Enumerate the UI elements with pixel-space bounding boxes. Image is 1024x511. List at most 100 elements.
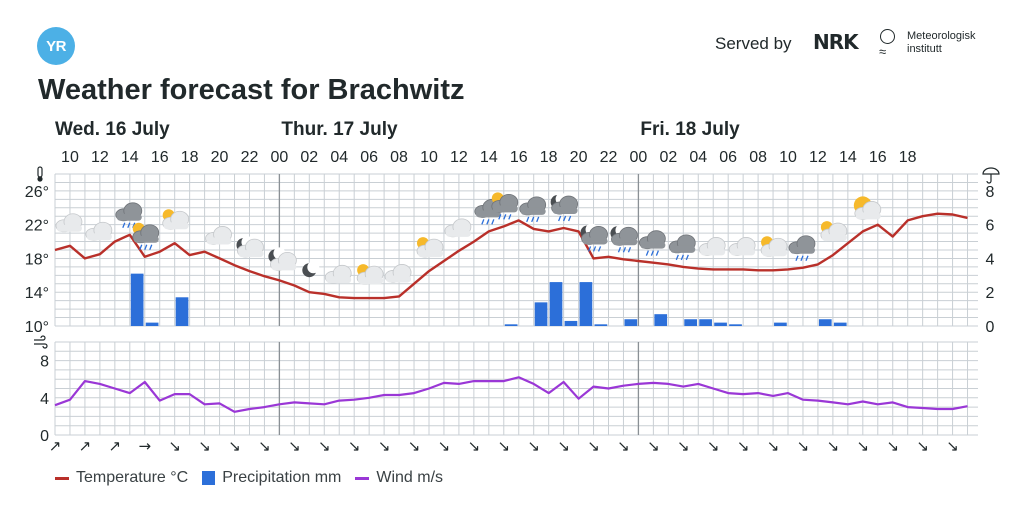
met-logo-text[interactable]: Meteorologisk institutt	[907, 30, 975, 56]
temperature-series	[54, 212, 968, 300]
wind-direction-arrow: ↘	[647, 437, 660, 455]
legend-precipitation[interactable]: Precipitation mm	[202, 469, 341, 487]
temperature-line	[54, 212, 968, 300]
moon-icon	[302, 261, 320, 278]
wind-direction-arrow: ↘	[707, 437, 720, 455]
wind-direction-arrow: ↘	[438, 437, 451, 455]
wind-direction-arrow: ↘	[587, 437, 600, 455]
hour-tick-label: 10	[420, 149, 438, 166]
cloud-base	[116, 213, 142, 221]
cloud-base	[789, 246, 815, 254]
wind-direction-arrow: ↘	[168, 437, 181, 455]
met-wave-icon: ≈	[879, 44, 887, 59]
wind-direction-arrow: ↘	[288, 437, 301, 455]
hour-tick-label: 22	[600, 149, 618, 166]
wind-icon	[34, 335, 48, 349]
hour-tick-label: 12	[450, 149, 468, 166]
precipitation-bar	[504, 324, 518, 326]
legend-temperature[interactable]: Temperature °C	[55, 469, 188, 487]
cloud-base	[640, 241, 666, 249]
wind-direction-arrow: ↘	[886, 437, 899, 455]
wind-direction-arrow: ↘	[946, 437, 959, 455]
rain-drop	[491, 219, 495, 225]
wind-direction-arrows: ↗ ↗ ↗ → ↘ ↘ ↘ ↘ ↘ ↘ ↘ ↘ ↘ ↘ ↘ ↘ ↘ ↘ ↘ ↘ ↘ ↘ ↘ ↘ ↘ ↘ ↘ ↘ ↘ ↘ ↘	[49, 437, 959, 455]
precipitation-tick-label: 8	[986, 184, 995, 201]
moon-cloud-icon	[268, 247, 297, 271]
rain-drop	[597, 246, 602, 252]
precipitation-tick-label: 6	[986, 218, 995, 235]
hour-tick-label: 04	[330, 149, 348, 166]
precipitation-bar	[130, 273, 144, 326]
yr-logo[interactable]: YR	[37, 27, 75, 65]
wind-direction-arrow: ↘	[198, 437, 211, 455]
cloudy-night-icon	[236, 236, 264, 258]
precipitation-bar	[774, 322, 787, 326]
weather-symbols	[55, 192, 882, 285]
rain-drop	[650, 250, 654, 256]
precipitation-bar	[175, 297, 189, 326]
rain-drop	[486, 219, 490, 225]
hour-labels: 10 12 14 16 18 20 22 00 02 04 06 08 10 12 14 16 18 20 22 00…	[61, 149, 917, 166]
cloud-base	[163, 222, 189, 230]
wind-direction-arrow: ↘	[767, 437, 780, 455]
wind-grid	[54, 341, 978, 436]
served-by-label: Served by	[715, 34, 792, 53]
thunder-rain-icon	[491, 192, 519, 220]
temperature-tick-label: 10°	[25, 319, 49, 336]
day-labels: Wed. 16 July Thur. 17 July Fri. 18 July	[55, 119, 740, 140]
wind-direction-arrow: →	[138, 437, 151, 455]
day-label: Wed. 16 July	[55, 119, 170, 140]
thermometer-bulb	[37, 176, 43, 182]
cloud-base	[56, 224, 82, 232]
cloudy-icon	[205, 226, 232, 245]
wind-direction-arrow: ↘	[378, 437, 391, 455]
wind-tick-label: 8	[40, 354, 49, 371]
rain-drop	[139, 244, 143, 250]
precipitation-tick-label: 0	[986, 319, 995, 336]
rain-drop	[592, 246, 597, 252]
wind-direction-arrow: ↗	[49, 437, 62, 455]
cloudy-icon	[85, 221, 113, 241]
wind-direction-arrow: ↘	[797, 437, 810, 455]
cloudy-icon	[55, 213, 83, 233]
precipitation-bar	[624, 319, 638, 326]
hour-tick-label: 10	[779, 149, 797, 166]
hour-tick-label: 14	[839, 149, 857, 166]
rain-showers-icon	[788, 235, 816, 261]
rain-showers-icon	[668, 234, 696, 261]
rain-drop	[617, 247, 622, 253]
hour-tick-label: 16	[151, 149, 169, 166]
hour-tick-label: 14	[121, 149, 139, 166]
wind-direction-arrow: ↘	[857, 437, 870, 455]
rain-drop	[149, 244, 153, 250]
rain-drop	[655, 250, 659, 256]
rain-drop	[627, 247, 632, 253]
chart-legend: Temperature °C Precipitation mm Wind m/s	[55, 469, 457, 487]
wind-direction-arrow: ↘	[617, 437, 630, 455]
rain-showers-icon	[638, 230, 666, 256]
rain-drop	[122, 222, 126, 229]
nrk-logo[interactable]: NRK	[813, 30, 859, 54]
moon-cut	[307, 261, 320, 274]
hour-tick-label: 02	[300, 149, 318, 166]
cloud-base	[821, 234, 847, 242]
wind-direction-arrow: ↗	[79, 437, 92, 455]
sun-icon	[853, 196, 882, 220]
legend-wind[interactable]: Wind m/s	[355, 469, 443, 487]
cloud-base	[86, 233, 112, 241]
rain-drop	[622, 247, 627, 253]
cloud-base	[670, 245, 696, 253]
hour-tick-label: 00	[270, 149, 288, 166]
wind-direction-arrow: ↘	[827, 437, 840, 455]
partly-cloudy-icon	[416, 237, 444, 258]
hour-tick-label: 12	[91, 149, 109, 166]
temperature-tick-label: 14°	[25, 285, 49, 302]
precipitation-bar	[549, 282, 563, 326]
wind-direction-arrow: ↘	[497, 437, 510, 455]
cloudy-icon	[384, 264, 412, 283]
day-label: Thur. 17 July	[281, 119, 398, 140]
wind-direction-arrow: ↘	[318, 437, 331, 455]
hour-tick-label: 06	[360, 149, 378, 166]
temperature-tick-label: 18°	[25, 251, 49, 268]
hour-tick-label: 10	[61, 149, 79, 166]
